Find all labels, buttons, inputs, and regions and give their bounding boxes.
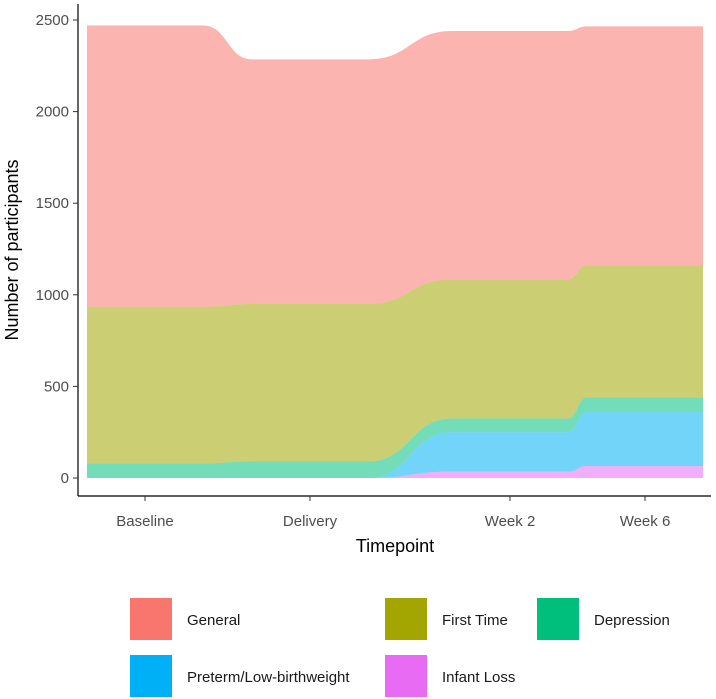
y-axis-title: Number of participants: [2, 159, 22, 340]
stratum-preterm-low-birthweight-week-2: [452, 432, 568, 472]
legend-label-infant-loss: Infant Loss: [442, 669, 515, 686]
stratum-infant-loss-week-2: [452, 471, 568, 478]
legend-key-preterm-low-birthweight: [130, 655, 172, 697]
stratum-depression-baseline: [87, 463, 203, 478]
stratum-general-delivery: [252, 59, 368, 304]
axes-layer: 0 500 1000 1500 2000 2500 Baseline Delivery Week…: [36, 4, 711, 530]
stratum-depression-week-6: [587, 397, 703, 413]
legend-key-infant-loss: [385, 655, 427, 697]
legend-label-general: General: [187, 612, 240, 629]
legend-label-depression: Depression: [594, 612, 670, 629]
stratum-general-week-2: [452, 30, 568, 280]
legend: General First Time Depression Preterm/Low-b…: [130, 598, 670, 697]
flow-first-time-2: [568, 265, 587, 419]
stratum-general-week-6: [587, 26, 703, 266]
y-tick-label: 2000: [36, 104, 69, 121]
y-tick-label: 1500: [36, 195, 69, 212]
flow-depression-1: [368, 418, 452, 478]
stratum-first-time-baseline: [87, 306, 203, 464]
stratum-depression-week-2: [452, 418, 568, 433]
legend-key-general: [130, 598, 172, 640]
legend-label-preterm-low-birthweight: Preterm/Low-birthweight: [187, 669, 350, 686]
stratum-depression-delivery: [252, 461, 368, 478]
x-tick-label: Week 2: [485, 513, 536, 530]
strata-layer: [87, 25, 703, 478]
stratum-first-time-week-6: [587, 265, 703, 398]
flows-layer: [203, 25, 587, 478]
x-tick-label: Baseline: [116, 513, 174, 530]
stratum-preterm-low-birthweight-week-6: [587, 412, 703, 467]
flow-infant-loss-2: [568, 466, 587, 478]
y-tick-label: 500: [44, 378, 69, 395]
flow-depression-0: [203, 461, 252, 478]
stratum-infant-loss-week-6: [587, 466, 703, 478]
legend-key-first-time: [385, 598, 427, 640]
x-tick-label: Delivery: [283, 513, 338, 530]
stratum-first-time-delivery: [252, 303, 368, 462]
flow-preterm-low-birthweight-2: [568, 412, 587, 472]
y-tick-label: 1000: [36, 287, 69, 304]
stratum-first-time-week-2: [452, 279, 568, 419]
legend-key-depression: [537, 598, 579, 640]
x-axis-title: Timepoint: [356, 536, 434, 556]
y-tick-label: 0: [61, 470, 69, 487]
legend-label-first-time: First Time: [442, 612, 508, 629]
flow-first-time-1: [368, 279, 452, 462]
x-tick-label: Week 6: [620, 513, 671, 530]
flow-general-2: [568, 26, 587, 280]
stratum-general-baseline: [87, 25, 203, 307]
flow-general-1: [368, 30, 452, 304]
y-tick-label: 2500: [36, 12, 69, 29]
flow-first-time-0: [203, 303, 252, 464]
flow-general-0: [203, 25, 252, 307]
flow-depression-2: [568, 397, 587, 433]
